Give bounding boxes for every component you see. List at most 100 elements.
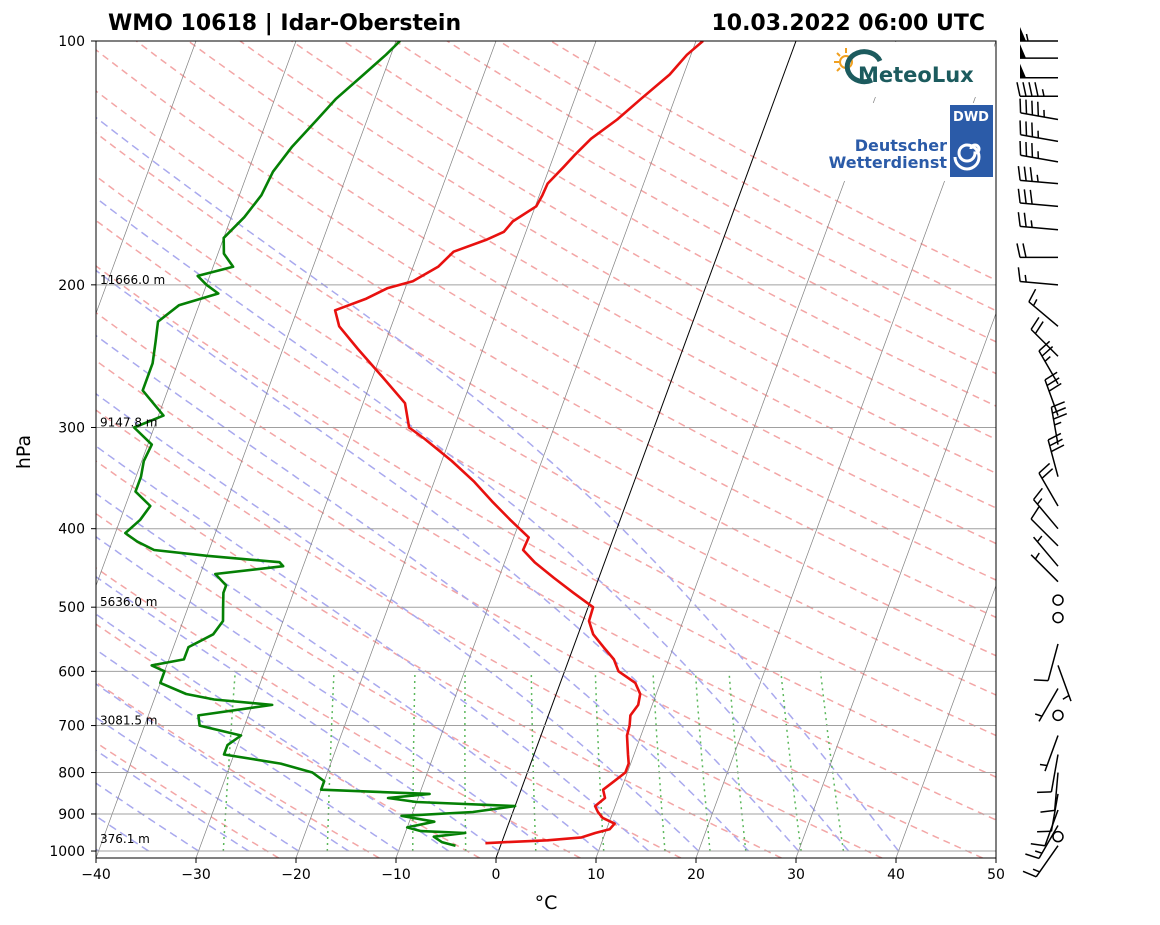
moist-adiabat — [96, 269, 800, 852]
wind-barb-full — [1049, 438, 1063, 447]
wind-barb-half — [1034, 713, 1043, 717]
wind-barb-shaft — [1038, 825, 1059, 859]
y-tick-label: 900 — [58, 807, 85, 823]
moist-adiabat — [96, 716, 300, 852]
wind-barb-half — [1039, 763, 1048, 767]
wind-barb-full — [1044, 371, 1058, 381]
x-tick-label: −40 — [81, 867, 111, 883]
mixing-ratio-line — [819, 671, 845, 852]
wind-barb-half — [1034, 850, 1043, 854]
wind-barb — [1017, 267, 1059, 286]
wind-barb — [1019, 98, 1059, 121]
wind-barb-full — [1022, 243, 1027, 258]
calm-wind-circle — [1052, 709, 1064, 722]
wind-barb-shaft — [1020, 154, 1059, 163]
x-axis-ticks: −40 −30 −20 −10 0 10 20 30 40 50 — [81, 858, 1005, 883]
wind-barb-full — [1031, 143, 1034, 158]
wind-barb-full — [1017, 166, 1021, 181]
wind-barb-shaft — [1020, 202, 1059, 208]
y-axis-label: hPa — [13, 435, 35, 469]
y-tick-label: 400 — [58, 522, 85, 538]
meteolux-logo: MeteoLux — [826, 42, 994, 97]
dry-adiabat — [96, 265, 996, 778]
wind-barb-shaft — [1047, 643, 1059, 681]
wind-barb-full — [1023, 189, 1027, 204]
zero-isotherm — [495, 41, 797, 858]
y-tick-label: 200 — [58, 278, 85, 294]
x-tick-label: 10 — [587, 867, 605, 883]
dry-adiabat — [96, 512, 682, 858]
height-label: 3081.5 m — [100, 714, 158, 728]
wind-barb — [1028, 288, 1059, 327]
wind-barb-shaft — [1020, 179, 1059, 185]
wind-barb-half — [1041, 89, 1045, 97]
wind-barb-shaft — [1038, 688, 1059, 722]
wind-barb — [1040, 772, 1059, 813]
wind-barb — [1025, 825, 1059, 860]
wind-barb — [1020, 27, 1058, 42]
wind-barb — [1030, 809, 1059, 847]
wind-barb-shaft — [1047, 439, 1059, 477]
wind-barb-shaft — [1053, 772, 1059, 811]
wind-barbs — [1016, 27, 1072, 878]
temperature-line — [333, 41, 704, 845]
mixing-ratio-line — [780, 671, 802, 852]
wind-barb-full — [1051, 401, 1065, 408]
x-tick-label: −30 — [181, 867, 211, 883]
wind-barb-shaft — [1020, 112, 1059, 121]
wind-barb-full — [1028, 288, 1037, 303]
calm-wind-circle — [1052, 594, 1064, 606]
x-axis-label: °C — [535, 892, 558, 914]
wind-barb-full — [1029, 167, 1033, 182]
wind-barb-shaft — [1020, 280, 1059, 286]
wind-barb-shaft — [1035, 845, 1059, 878]
calm-wind-circle — [1052, 830, 1064, 843]
moist-adiabat — [96, 392, 700, 852]
wind-barb-half — [1036, 498, 1043, 505]
wind-barb-full — [1041, 345, 1054, 357]
wind-barb-half — [1032, 299, 1038, 307]
wind-barb-half — [1054, 421, 1062, 426]
wind-barb-full — [1019, 120, 1022, 135]
dry-adiabat — [96, 409, 883, 858]
wind-barb-full — [1023, 212, 1027, 228]
wind-barb-full — [1029, 189, 1033, 205]
dwd-badge-text: DWD — [953, 110, 989, 125]
wind-barb — [1017, 188, 1059, 208]
wind-barb-full — [1025, 99, 1028, 114]
wind-barb-shaft — [1028, 301, 1059, 327]
wind-barb-shaft — [1044, 809, 1059, 847]
x-tick-label: −10 — [381, 867, 411, 883]
wind-barb — [1016, 243, 1058, 259]
dry-adiabat — [96, 311, 996, 821]
dry-adiabat — [96, 460, 782, 858]
wind-barb-shaft — [1030, 518, 1059, 547]
moist-adiabat — [96, 749, 250, 852]
wind-barb-half — [1025, 33, 1029, 42]
wind-barb-full — [1046, 377, 1060, 387]
mixing-ratio-line — [464, 671, 467, 852]
meteolux-swirl-icon — [844, 49, 883, 85]
wind-barb — [1050, 401, 1068, 445]
dry-adiabat — [96, 741, 280, 858]
y-tick-label: 500 — [58, 600, 85, 616]
isotherm — [96, 41, 197, 315]
wind-barb-shaft — [1020, 225, 1059, 231]
wind-barb — [1057, 665, 1072, 702]
wind-barb-full — [1025, 121, 1028, 136]
wind-barb — [1020, 63, 1058, 79]
dry-adiabat — [96, 623, 481, 858]
x-tick-label: 50 — [987, 867, 1005, 883]
wind-barb-shaft — [1032, 536, 1059, 567]
wind-barb-full — [1032, 487, 1043, 501]
x-tick-label: 40 — [887, 867, 905, 883]
isotherm — [96, 41, 397, 858]
moist-adiabat — [96, 492, 600, 852]
height-label: 9147.8 m — [100, 415, 158, 429]
y-tick-label: 700 — [58, 719, 85, 735]
calm-wind-circle — [1052, 611, 1064, 624]
mixing-ratio-line — [694, 671, 711, 852]
wind-barb — [1017, 212, 1059, 231]
wind-barb-full — [1034, 321, 1044, 335]
wind-barb-full — [1048, 382, 1062, 392]
